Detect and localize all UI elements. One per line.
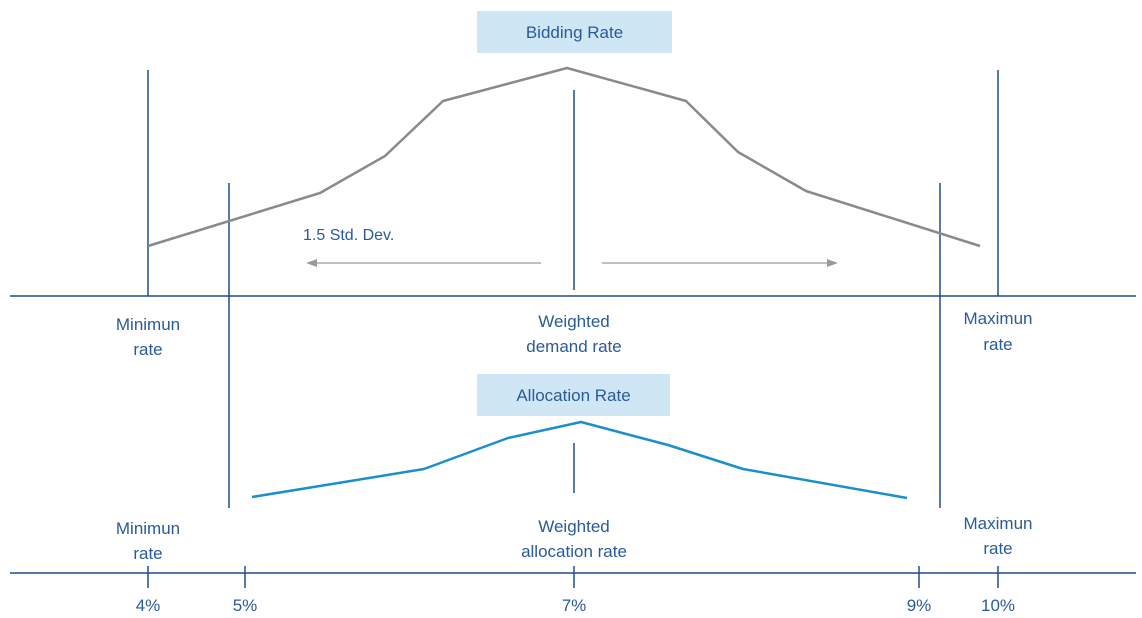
allocation-min-label-line1: Minimun (116, 519, 180, 538)
right-arrowhead-icon (827, 259, 838, 267)
allocation-max-label-line2: rate (983, 539, 1012, 558)
tick-label-5: 5% (233, 596, 258, 615)
bidding-rate-curve (147, 66, 981, 248)
bidding-min-label-line2: rate (133, 340, 162, 359)
weighted-allocation-label-line2: allocation rate (521, 542, 627, 561)
allocation-rate-curve (251, 420, 908, 500)
bidding-min-label-line1: Minimun (116, 315, 180, 334)
tick-label-7: 7% (562, 596, 587, 615)
bidding-title: Bidding Rate (526, 23, 623, 42)
allocation-max-label-line1: Maximun (964, 514, 1033, 533)
bidding-max-label-line2: rate (983, 335, 1012, 354)
bidding-max-label-line1: Maximun (964, 309, 1033, 328)
left-arrowhead-icon (306, 259, 317, 267)
allocation-title-box (477, 374, 670, 416)
tick-label-10: 10% (981, 596, 1015, 615)
tick-label-9: 9% (907, 596, 932, 615)
weighted-allocation-label-line1: Weighted (538, 517, 610, 536)
bidding-title-box (477, 11, 672, 53)
allocation-min-label-line2: rate (133, 544, 162, 563)
allocation-title: Allocation Rate (516, 386, 630, 405)
weighted-demand-label-line1: Weighted (538, 312, 610, 331)
weighted-demand-label-line2: demand rate (526, 337, 621, 356)
std-dev-label: 1.5 Std. Dev. (303, 227, 394, 244)
tick-label-4: 4% (136, 596, 161, 615)
